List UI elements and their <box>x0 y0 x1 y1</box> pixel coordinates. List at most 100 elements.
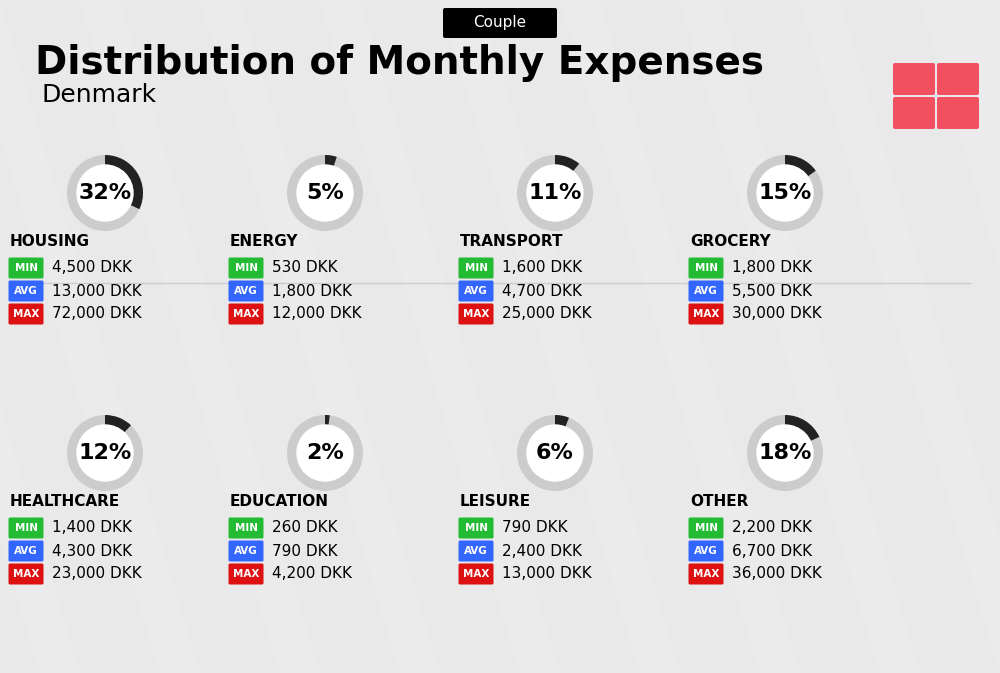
Wedge shape <box>785 415 819 441</box>
Text: 790 DKK: 790 DKK <box>502 520 568 536</box>
Wedge shape <box>105 155 143 209</box>
Text: 1,400 DKK: 1,400 DKK <box>52 520 132 536</box>
Text: MAX: MAX <box>693 309 719 319</box>
Text: MIN: MIN <box>234 523 258 533</box>
Text: AVG: AVG <box>14 286 38 296</box>
Wedge shape <box>67 415 143 491</box>
Polygon shape <box>0 0 280 673</box>
Text: 5,500 DKK: 5,500 DKK <box>732 283 812 299</box>
Text: 15%: 15% <box>758 183 812 203</box>
Text: MAX: MAX <box>693 569 719 579</box>
Text: 13,000 DKK: 13,000 DKK <box>52 283 142 299</box>
Polygon shape <box>240 0 640 673</box>
Text: GROCERY: GROCERY <box>690 234 771 248</box>
Circle shape <box>297 165 353 221</box>
Polygon shape <box>480 0 880 673</box>
FancyBboxPatch shape <box>937 97 979 129</box>
FancyBboxPatch shape <box>8 540 44 561</box>
FancyBboxPatch shape <box>458 563 494 584</box>
Text: 4,300 DKK: 4,300 DKK <box>52 544 132 559</box>
FancyBboxPatch shape <box>228 281 264 302</box>
Text: MIN: MIN <box>464 263 488 273</box>
FancyBboxPatch shape <box>8 563 44 584</box>
Text: 25,000 DKK: 25,000 DKK <box>502 306 592 322</box>
Wedge shape <box>517 415 593 491</box>
FancyBboxPatch shape <box>688 540 724 561</box>
FancyBboxPatch shape <box>688 563 724 584</box>
Text: 2%: 2% <box>306 443 344 463</box>
Text: 6%: 6% <box>536 443 574 463</box>
Text: MAX: MAX <box>13 309 39 319</box>
Polygon shape <box>840 0 1000 673</box>
Text: 23,000 DKK: 23,000 DKK <box>52 567 142 581</box>
Circle shape <box>757 165 813 221</box>
Text: 4,700 DKK: 4,700 DKK <box>502 283 582 299</box>
Text: AVG: AVG <box>464 546 488 556</box>
Polygon shape <box>120 0 520 673</box>
Text: 32%: 32% <box>78 183 132 203</box>
FancyBboxPatch shape <box>458 518 494 538</box>
Text: EDUCATION: EDUCATION <box>230 493 329 509</box>
Text: 12,000 DKK: 12,000 DKK <box>272 306 362 322</box>
Text: MIN: MIN <box>14 263 38 273</box>
Text: AVG: AVG <box>234 286 258 296</box>
Text: MAX: MAX <box>463 569 489 579</box>
Text: Denmark: Denmark <box>42 83 157 107</box>
FancyBboxPatch shape <box>458 258 494 279</box>
Wedge shape <box>747 155 823 231</box>
Wedge shape <box>517 155 593 231</box>
FancyBboxPatch shape <box>8 281 44 302</box>
Wedge shape <box>325 415 330 425</box>
FancyBboxPatch shape <box>8 258 44 279</box>
Wedge shape <box>325 155 337 166</box>
Text: AVG: AVG <box>234 546 258 556</box>
Wedge shape <box>105 415 131 433</box>
FancyBboxPatch shape <box>688 304 724 324</box>
Text: MIN: MIN <box>14 523 38 533</box>
Circle shape <box>757 425 813 481</box>
Wedge shape <box>67 155 143 231</box>
Wedge shape <box>555 415 569 427</box>
Text: 2,400 DKK: 2,400 DKK <box>502 544 582 559</box>
FancyBboxPatch shape <box>228 540 264 561</box>
Text: 1,800 DKK: 1,800 DKK <box>732 260 812 275</box>
Text: 1,600 DKK: 1,600 DKK <box>502 260 582 275</box>
FancyBboxPatch shape <box>228 563 264 584</box>
Circle shape <box>77 165 133 221</box>
FancyBboxPatch shape <box>228 304 264 324</box>
FancyBboxPatch shape <box>893 97 935 129</box>
Text: HOUSING: HOUSING <box>10 234 90 248</box>
Circle shape <box>527 425 583 481</box>
Text: MAX: MAX <box>233 309 259 319</box>
Text: 11%: 11% <box>528 183 582 203</box>
FancyBboxPatch shape <box>893 63 935 95</box>
Text: 72,000 DKK: 72,000 DKK <box>52 306 142 322</box>
Text: ENERGY: ENERGY <box>230 234 298 248</box>
Polygon shape <box>600 0 1000 673</box>
Circle shape <box>297 425 353 481</box>
Circle shape <box>77 425 133 481</box>
FancyBboxPatch shape <box>228 518 264 538</box>
Text: 5%: 5% <box>306 183 344 203</box>
Wedge shape <box>785 155 816 176</box>
Text: 2,200 DKK: 2,200 DKK <box>732 520 812 536</box>
Polygon shape <box>720 0 1000 673</box>
Text: HEALTHCARE: HEALTHCARE <box>10 493 120 509</box>
Text: 4,200 DKK: 4,200 DKK <box>272 567 352 581</box>
Text: MAX: MAX <box>233 569 259 579</box>
Circle shape <box>527 165 583 221</box>
Text: 6,700 DKK: 6,700 DKK <box>732 544 812 559</box>
Text: Couple: Couple <box>473 15 527 30</box>
Wedge shape <box>747 415 823 491</box>
Text: LEISURE: LEISURE <box>460 493 531 509</box>
FancyBboxPatch shape <box>688 281 724 302</box>
FancyBboxPatch shape <box>458 540 494 561</box>
FancyBboxPatch shape <box>8 518 44 538</box>
Text: MIN: MIN <box>694 263 718 273</box>
Text: MIN: MIN <box>464 523 488 533</box>
Polygon shape <box>0 0 400 673</box>
Text: AVG: AVG <box>694 286 718 296</box>
FancyBboxPatch shape <box>8 304 44 324</box>
Text: AVG: AVG <box>464 286 488 296</box>
Text: 30,000 DKK: 30,000 DKK <box>732 306 822 322</box>
